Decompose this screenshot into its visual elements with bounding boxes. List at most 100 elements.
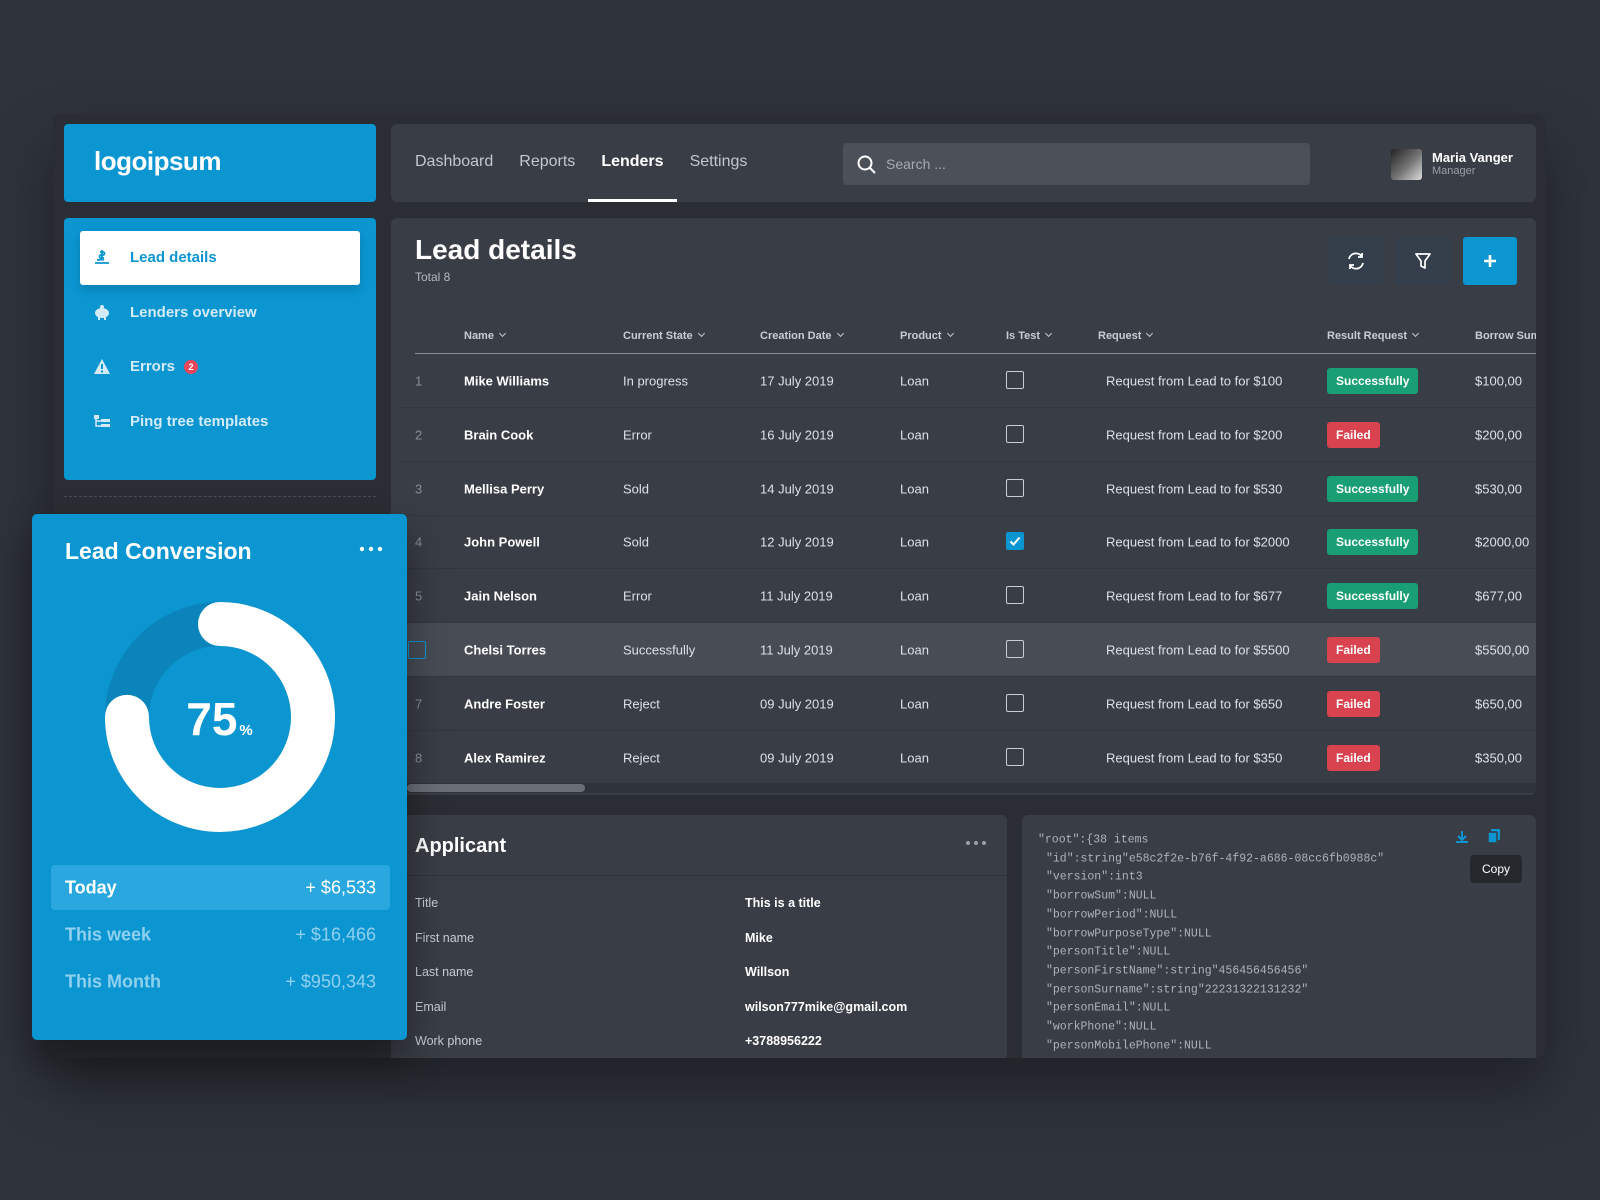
sidebar-divider xyxy=(64,496,376,497)
table-row[interactable]: 4 John Powell Sold 12 July 2019 Loan Request … xyxy=(399,515,1536,570)
row-index: 1 xyxy=(415,373,423,389)
cell-state: Successfully xyxy=(623,642,696,658)
test-checkbox[interactable] xyxy=(1006,747,1024,766)
cell-borrow-sum: $650,00 xyxy=(1475,696,1522,712)
applicant-title: Applicant xyxy=(415,835,507,857)
table-row[interactable]: 7 Andre Foster Reject 09 July 2019 Loan Reque… xyxy=(399,677,1536,731)
sidebar-item[interactable]: Errors 2 xyxy=(80,340,360,394)
json-line: "borrowPeriod":NULL xyxy=(1046,908,1178,922)
table-row[interactable]: Chelsi Torres Successfully 11 July 2019 Loa… xyxy=(399,623,1536,677)
search-placeholder: Search ... xyxy=(886,156,946,172)
field-value: Willson xyxy=(745,965,790,979)
search-box[interactable]: Search ... xyxy=(843,143,1310,185)
more-icon xyxy=(359,546,383,552)
error-badge: 2 xyxy=(184,359,199,374)
cell-date: 17 July 2019 xyxy=(760,373,834,389)
test-checkbox[interactable] xyxy=(1006,693,1024,712)
table-row[interactable]: 5 Jain Nelson Error 11 July 2019 Loan Request… xyxy=(399,569,1536,624)
filter-button[interactable] xyxy=(1395,237,1451,285)
test-checkbox[interactable] xyxy=(1006,532,1024,551)
sidebar-label-text: Ping tree templates xyxy=(130,412,269,430)
cell-request: Request from Lead to for $100 xyxy=(1106,373,1283,389)
table-row[interactable]: 8 Alex Ramirez Reject 09 July 2019 Loan Reque… xyxy=(399,731,1536,784)
json-line: "personFirstName":string"456456456456" xyxy=(1046,964,1309,978)
leads-title: Lead details xyxy=(415,234,577,265)
result-badge: Successfully xyxy=(1327,475,1419,502)
column-header[interactable]: Current State xyxy=(623,330,704,342)
sidebar-icon xyxy=(94,414,110,427)
cell-date: 14 July 2019 xyxy=(760,481,834,497)
row-index: 4 xyxy=(415,534,423,550)
download-icon[interactable] xyxy=(1454,829,1470,845)
leads-panel: Lead details Total 8 Name Current State Cr… xyxy=(391,218,1536,795)
cell-borrow-sum: $677,00 xyxy=(1475,588,1522,604)
sidebar-item[interactable]: Lead details xyxy=(80,231,360,285)
json-line: "version":int3 xyxy=(1046,870,1143,884)
stat-row[interactable]: Today + $6,533 xyxy=(51,865,390,910)
field-label: Work phone xyxy=(415,1034,483,1048)
stat-label: Today xyxy=(65,877,117,898)
cell-date: 09 July 2019 xyxy=(760,696,834,712)
copy-icon[interactable] xyxy=(1486,828,1502,844)
column-header[interactable]: Creation Date xyxy=(760,330,843,342)
field-value: Mike xyxy=(745,930,773,945)
nav-item[interactable]: Reports xyxy=(519,153,576,170)
result-badge: Successfully xyxy=(1327,583,1419,610)
test-checkbox[interactable] xyxy=(1006,586,1024,605)
cell-borrow-sum: $200,00 xyxy=(1475,427,1522,443)
stat-label: This Month xyxy=(65,971,161,992)
sidebar-label: Ping tree templates xyxy=(130,413,268,430)
more-button[interactable] xyxy=(359,545,385,553)
column-header[interactable]: Result Request xyxy=(1327,330,1418,342)
column-header[interactable]: Is Test xyxy=(1006,330,1051,342)
column-header[interactable]: Name xyxy=(464,330,505,342)
refresh-button[interactable] xyxy=(1329,237,1383,285)
sidebar-icon xyxy=(94,359,110,374)
stat-row[interactable]: This week + $16,466 xyxy=(51,912,390,957)
logo[interactable]: logoipsum xyxy=(94,146,221,176)
sidebar-item[interactable]: Ping tree templates xyxy=(80,395,360,449)
donut-value: 75 xyxy=(186,693,238,745)
nav-item[interactable]: Lenders xyxy=(588,124,677,202)
cell-state: Reject xyxy=(623,696,660,712)
cell-product: Loan xyxy=(900,750,929,766)
cell-name: Mellisa Perry xyxy=(464,481,545,497)
row-select-checkbox[interactable] xyxy=(408,641,426,659)
json-line: "id":string"e58c2f2e-b76f-4f92-a686-08cc… xyxy=(1046,852,1385,866)
cell-name: Brain Cook xyxy=(464,427,534,443)
stat-row[interactable]: This Month + $950,343 xyxy=(51,959,390,1004)
table-row[interactable]: 3 Mellisa Perry Sold 14 July 2019 Loan Reques… xyxy=(399,462,1536,516)
table-row[interactable]: 2 Brain Cook Error 16 July 2019 Loan Request … xyxy=(399,408,1536,462)
nav: Dashboard Reports Lenders Settings xyxy=(402,124,760,202)
nav-item[interactable]: Settings xyxy=(689,153,748,170)
test-checkbox[interactable] xyxy=(1006,478,1024,497)
scroll-thumb[interactable] xyxy=(407,784,585,792)
sidebar-item[interactable]: Lenders overview xyxy=(80,286,360,340)
sidebar-label-text: Errors xyxy=(130,358,176,375)
more-icon xyxy=(966,841,986,845)
sidebar-icon xyxy=(95,250,109,264)
column-header[interactable]: Request xyxy=(1098,330,1152,342)
scroll-track xyxy=(399,783,1536,793)
sidebar-label: Lead details xyxy=(130,249,217,266)
row-index: 7 xyxy=(415,696,423,712)
sidebar-icon xyxy=(95,304,109,320)
add-button[interactable] xyxy=(1463,237,1517,285)
test-checkbox[interactable] xyxy=(1006,640,1024,658)
nav-item[interactable]: Dashboard xyxy=(415,153,494,170)
json-line: "personMobilePhone":NULL xyxy=(1046,1039,1212,1053)
conversion-title: Lead Conversion xyxy=(65,538,252,564)
json-line: "personEmail":NULL xyxy=(1046,1001,1171,1015)
test-checkbox[interactable] xyxy=(1006,371,1024,389)
column-header[interactable]: Product xyxy=(900,330,953,342)
result-badge: Failed xyxy=(1327,744,1380,771)
column-header[interactable]: Borrow Sum xyxy=(1475,330,1536,342)
field-label: Title xyxy=(415,896,439,910)
cell-date: 16 July 2019 xyxy=(760,427,834,443)
test-checkbox[interactable] xyxy=(1006,424,1024,443)
table-row[interactable]: 1 Mike Williams In progress 17 July 2019 Loa… xyxy=(399,354,1536,408)
cell-state: Sold xyxy=(623,481,650,497)
more-button[interactable] xyxy=(965,839,989,847)
avatar[interactable] xyxy=(1391,149,1422,180)
